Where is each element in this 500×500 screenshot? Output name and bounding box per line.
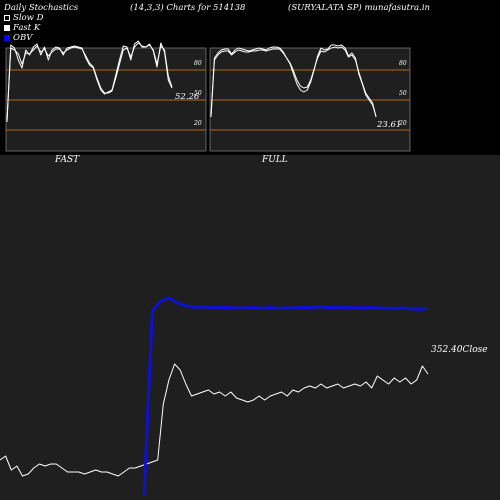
legend-slow-d-label: Slow D (13, 13, 44, 23)
obv-swatch (4, 35, 10, 41)
full-tick-50: 50 (399, 90, 407, 97)
full-tick-20: 20 (398, 120, 407, 127)
full-last-value: 23.61 (376, 120, 401, 130)
close-price-label: 352.40Close (431, 345, 488, 355)
full-panel-title: FULL (261, 155, 288, 165)
legend-obv-label: OBV (13, 33, 33, 43)
fast-tick-20: 20 (193, 120, 202, 127)
fast-panel-title: FAST (54, 155, 80, 165)
fast-series-2-line (6, 42, 173, 123)
obv-line (142, 296, 429, 496)
fast-k-swatch (4, 25, 10, 31)
chart-title: Daily Stochastics (4, 3, 79, 13)
legend-slow-d: Slow D (4, 13, 43, 23)
close-price-line (0, 363, 429, 477)
slow-d-swatch (4, 15, 10, 21)
full-series-2-line (210, 46, 377, 118)
fast-tick-50: 50 (194, 90, 202, 97)
legend-fast-k: Fast K (4, 23, 40, 33)
full-tick-80: 80 (399, 60, 407, 67)
chart-params: (14,3,3) Charts for 514138 (130, 3, 246, 13)
fast-last-value: 52.26 (175, 92, 200, 102)
chart-symbol: (SURYALATA SP) munafasutra.in (288, 3, 431, 13)
legend-obv: OBV (4, 33, 32, 43)
fast-tick-80: 80 (194, 60, 202, 67)
price-obv-panel (0, 155, 500, 500)
legend-fast-k-label: Fast K (13, 23, 41, 33)
